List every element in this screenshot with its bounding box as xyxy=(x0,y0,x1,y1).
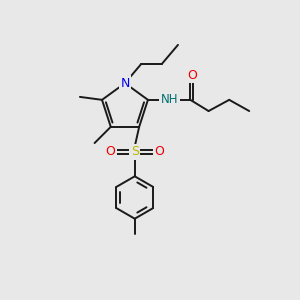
Text: N: N xyxy=(120,77,130,90)
Text: S: S xyxy=(131,146,139,158)
Text: O: O xyxy=(105,146,115,158)
Text: NH: NH xyxy=(160,93,178,106)
Text: O: O xyxy=(187,69,197,82)
Text: O: O xyxy=(154,146,164,158)
